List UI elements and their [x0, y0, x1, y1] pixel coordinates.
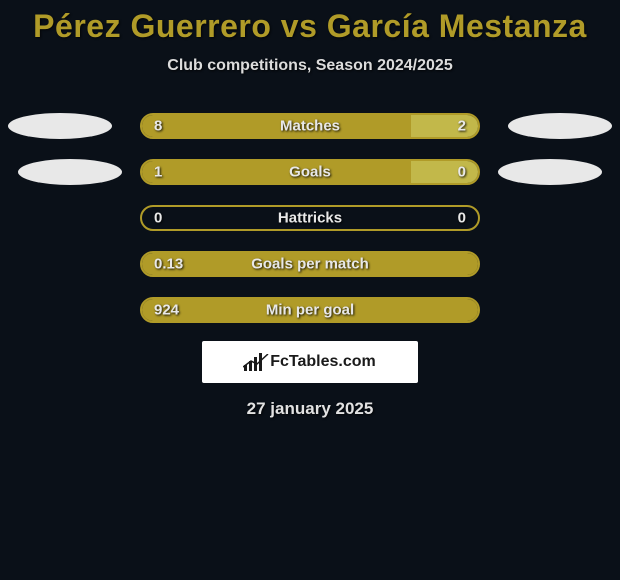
stat-bar: 1 0 Goals — [140, 159, 480, 185]
player-right-marker — [508, 113, 612, 139]
player-right-marker — [498, 159, 602, 185]
stat-bar: 8 2 Matches — [140, 113, 480, 139]
stat-rows: 8 2 Matches 1 0 Goals 0 0 Hattricks 0.13 Goals per… — [0, 113, 620, 323]
logo-text: FcTables.com — [270, 353, 376, 371]
stat-row: 0 0 Hattricks — [0, 205, 620, 231]
stat-left-value: 0.13 — [154, 256, 183, 273]
player-left-marker — [8, 113, 112, 139]
stat-label: Goals — [289, 164, 331, 181]
stat-label: Min per goal — [266, 302, 354, 319]
subtitle: Club competitions, Season 2024/2025 — [167, 57, 452, 75]
stat-label: Goals per match — [251, 256, 369, 273]
stat-right-value: 0 — [458, 164, 466, 181]
stat-right-value: 2 — [458, 118, 466, 135]
stat-row: 0.13 Goals per match — [0, 251, 620, 277]
bar-right-fill — [411, 115, 478, 137]
stat-bar: 0.13 Goals per match — [140, 251, 480, 277]
stat-label: Hattricks — [278, 210, 342, 227]
stat-bar: 0 0 Hattricks — [140, 205, 480, 231]
logo-chart-icon — [244, 353, 266, 371]
comparison-card: Pérez Guerrero vs García Mestanza Club c… — [0, 0, 620, 419]
stat-left-value: 8 — [154, 118, 162, 135]
player-left-marker — [18, 159, 122, 185]
bar-right-fill — [411, 161, 478, 183]
stat-row: 924 Min per goal — [0, 297, 620, 323]
bar-left-fill — [142, 161, 411, 183]
bar-left-fill — [142, 115, 411, 137]
stat-row: 1 0 Goals — [0, 159, 620, 185]
page-title: Pérez Guerrero vs García Mestanza — [33, 8, 587, 45]
stat-label: Matches — [280, 118, 340, 135]
logo-box[interactable]: FcTables.com — [202, 341, 418, 383]
stat-left-value: 0 — [154, 210, 162, 227]
stat-left-value: 924 — [154, 302, 179, 319]
stat-bar: 924 Min per goal — [140, 297, 480, 323]
stat-left-value: 1 — [154, 164, 162, 181]
stat-row: 8 2 Matches — [0, 113, 620, 139]
date-label: 27 january 2025 — [247, 399, 374, 419]
stat-right-value: 0 — [458, 210, 466, 227]
